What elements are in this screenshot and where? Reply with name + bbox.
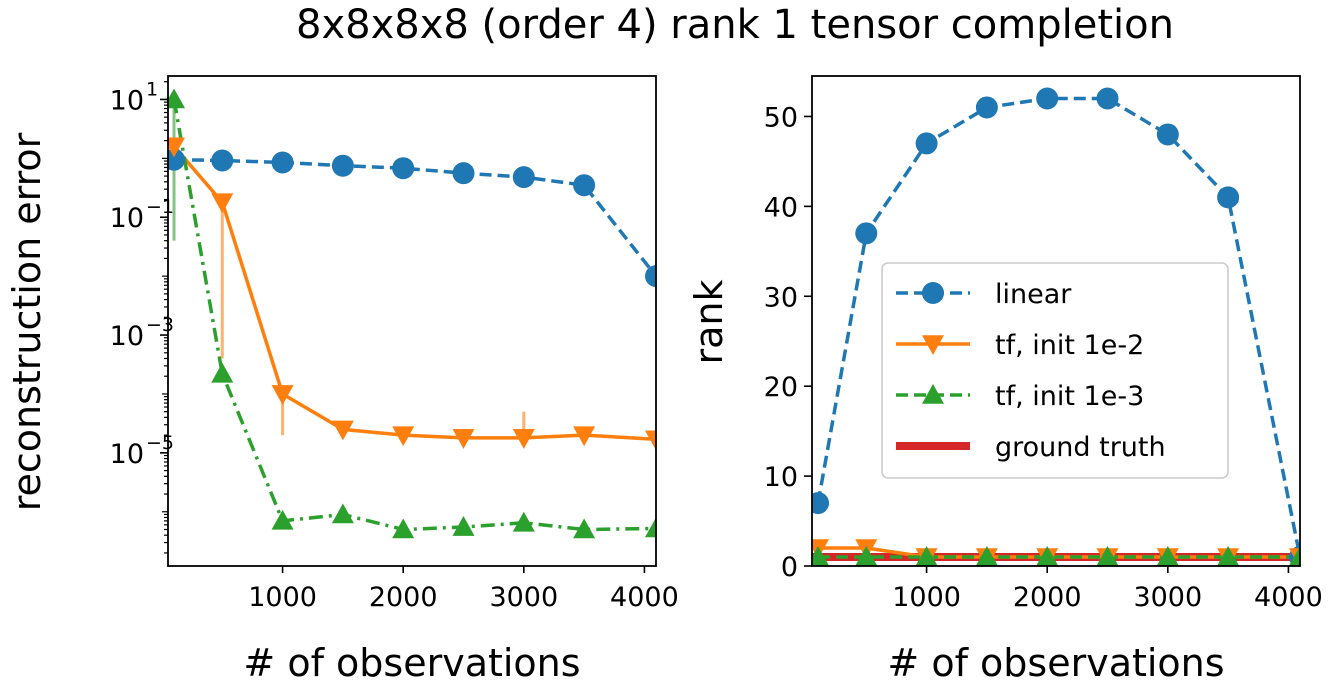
reconstruction-error-tf-init-1e-3-point: [452, 516, 475, 536]
legend-tf-init-1e-2-label: tf, init 1e-2: [995, 330, 1144, 361]
rank-linear-point: [1036, 87, 1059, 110]
reconstruction-error-tf-init-1e-3-point: [271, 509, 294, 530]
reconstruction-error-ytick-label: 10: [110, 321, 144, 352]
reconstruction-error-ytick-exponent: 1: [146, 78, 158, 100]
rank-axes-frame: [811, 75, 1301, 567]
rank-ytick-label: 0: [781, 552, 798, 583]
legend: linear tf, init 1e-2 tf, init 1e-3 ground t…: [881, 262, 1229, 479]
reconstruction-error-tf-init-1e-3-point: [645, 517, 656, 538]
reconstruction-error-tf-init-1e-2-point: [452, 429, 475, 449]
rank-linear-point: [855, 222, 878, 245]
legend-tf-init-1e-3-label: tf, init 1e-3: [995, 381, 1144, 412]
rank-tf-init-1e-3-point: [812, 546, 830, 566]
rank-tf-init-1e-3-point: [1217, 546, 1240, 566]
rank-plot-area: [812, 87, 1300, 566]
reconstruction-error-tf-init-1e-2-point: [392, 426, 415, 447]
reconstruction-error-tf-init-1e-2-point: [331, 420, 354, 441]
reconstruction-error-tf-init-1e-2-point: [271, 385, 294, 405]
rank-tf-init-1e-3-point: [1096, 546, 1119, 566]
rank-panel-y-label: rank: [687, 280, 731, 365]
rank-ytick-label: 50: [764, 102, 798, 133]
reconstruction-error-tf-init-1e-3-point: [331, 503, 354, 524]
reconstruction-error-linear-point: [271, 151, 294, 174]
error-panel: reconstruction error # of observations 1…: [5, 75, 679, 685]
legend-linear-label: linear: [995, 279, 1072, 310]
rank-tf-init-1e-3-point: [855, 546, 878, 566]
rank-xtick-label: 3000: [1133, 582, 1202, 613]
rank-linear-point: [915, 132, 938, 155]
reconstruction-error-linear-point: [512, 166, 535, 189]
rank-linear-point: [1217, 186, 1240, 209]
rank-xtick-label: 1000: [892, 582, 961, 613]
reconstruction-error-linear-point: [573, 174, 596, 197]
reconstruction-error-tf-init-1e-2-point: [168, 137, 186, 158]
reconstruction-error-ytick-label: 10: [110, 203, 144, 234]
rank-linear-point: [1096, 87, 1119, 110]
rank-tf-init-1e-3-point: [1289, 546, 1300, 566]
rank-tf-init-1e-3-point: [1036, 546, 1059, 566]
reconstruction-error-tf-init-1e-2-point: [512, 429, 535, 449]
error-panel-y-label: reconstruction error: [5, 132, 49, 511]
reconstruction-error-linear-point: [452, 162, 475, 185]
rank-panel: rank # of observations 1000 2000 3000 4000 0…: [687, 75, 1323, 685]
rank-linear-point: [1156, 123, 1179, 146]
rank-tf-init-1e-3-point: [1156, 546, 1179, 566]
legend-box: [881, 262, 1229, 479]
legend-ground-truth-label: ground truth: [995, 432, 1166, 463]
reconstruction-error-linear-point: [211, 149, 234, 172]
reconstruction-error-tf-init-1e-3-point: [512, 511, 535, 532]
reconstruction-error-xtick-label: 4000: [610, 582, 679, 613]
reconstruction-error-xtick-label: 3000: [489, 582, 558, 613]
rank-xtick-label: 4000: [1254, 582, 1323, 613]
reconstruction-error-tf-init-1e-2-point: [211, 193, 234, 214]
reconstruction-error-tf-init-1e-2-point: [573, 426, 596, 447]
rank-tf-init-1e-3-point: [975, 546, 998, 566]
reconstruction-error-ytick-label: 10: [110, 85, 144, 116]
rank-ytick-label: 10: [764, 462, 798, 493]
legend-tf-init-1e-3-marker: [922, 384, 944, 404]
rank-xtick-label: 2000: [1013, 582, 1082, 613]
reconstruction-error-xtick-label: 1000: [248, 582, 317, 613]
legend-linear-marker: [922, 282, 944, 304]
reconstruction-error-tf-init-1e-3-point: [573, 518, 596, 539]
figure-title: 8x8x8x8 (order 4) rank 1 tensor completi…: [296, 2, 1174, 48]
reconstruction-error-tf-init-1e-3-point: [211, 362, 234, 383]
reconstruction-error-plot-area: [168, 88, 656, 539]
reconstruction-error-xtick-label: 2000: [369, 582, 438, 613]
rank-ytick-label: 30: [764, 282, 798, 313]
rank-ytick-label: 40: [764, 192, 798, 223]
rank-linear-point: [812, 492, 830, 515]
reconstruction-error-linear-point: [645, 265, 656, 288]
reconstruction-error-ytick-exponent: −5: [146, 432, 174, 454]
rank-ytick-label: 20: [764, 372, 798, 403]
reconstruction-error-tf-init-1e-3-line: [172, 99, 656, 532]
rank-panel-x-label: # of observations: [887, 641, 1224, 685]
reconstruction-error-tf-init-1e-3-point: [168, 88, 186, 109]
rank-tf-init-1e-3-point: [915, 546, 938, 566]
reconstruction-error-linear-point: [168, 148, 186, 171]
reconstruction-error-ytick-label: 10: [110, 439, 144, 470]
reconstruction-error-axes-frame: [167, 75, 657, 567]
reconstruction-error-linear-point: [392, 157, 415, 180]
reconstruction-error-ytick-exponent: −1: [146, 196, 174, 218]
reconstruction-error-tf-init-1e-3-point: [392, 518, 415, 539]
reconstruction-error-ytick-exponent: −3: [146, 314, 174, 336]
error-panel-x-label: # of observations: [243, 641, 580, 685]
rank-linear-point: [975, 96, 998, 119]
reconstruction-error-linear-point: [331, 154, 354, 177]
reconstruction-error-tf-init-1e-2-point: [645, 430, 656, 451]
legend-tf-init-1e-2-marker: [922, 335, 944, 355]
